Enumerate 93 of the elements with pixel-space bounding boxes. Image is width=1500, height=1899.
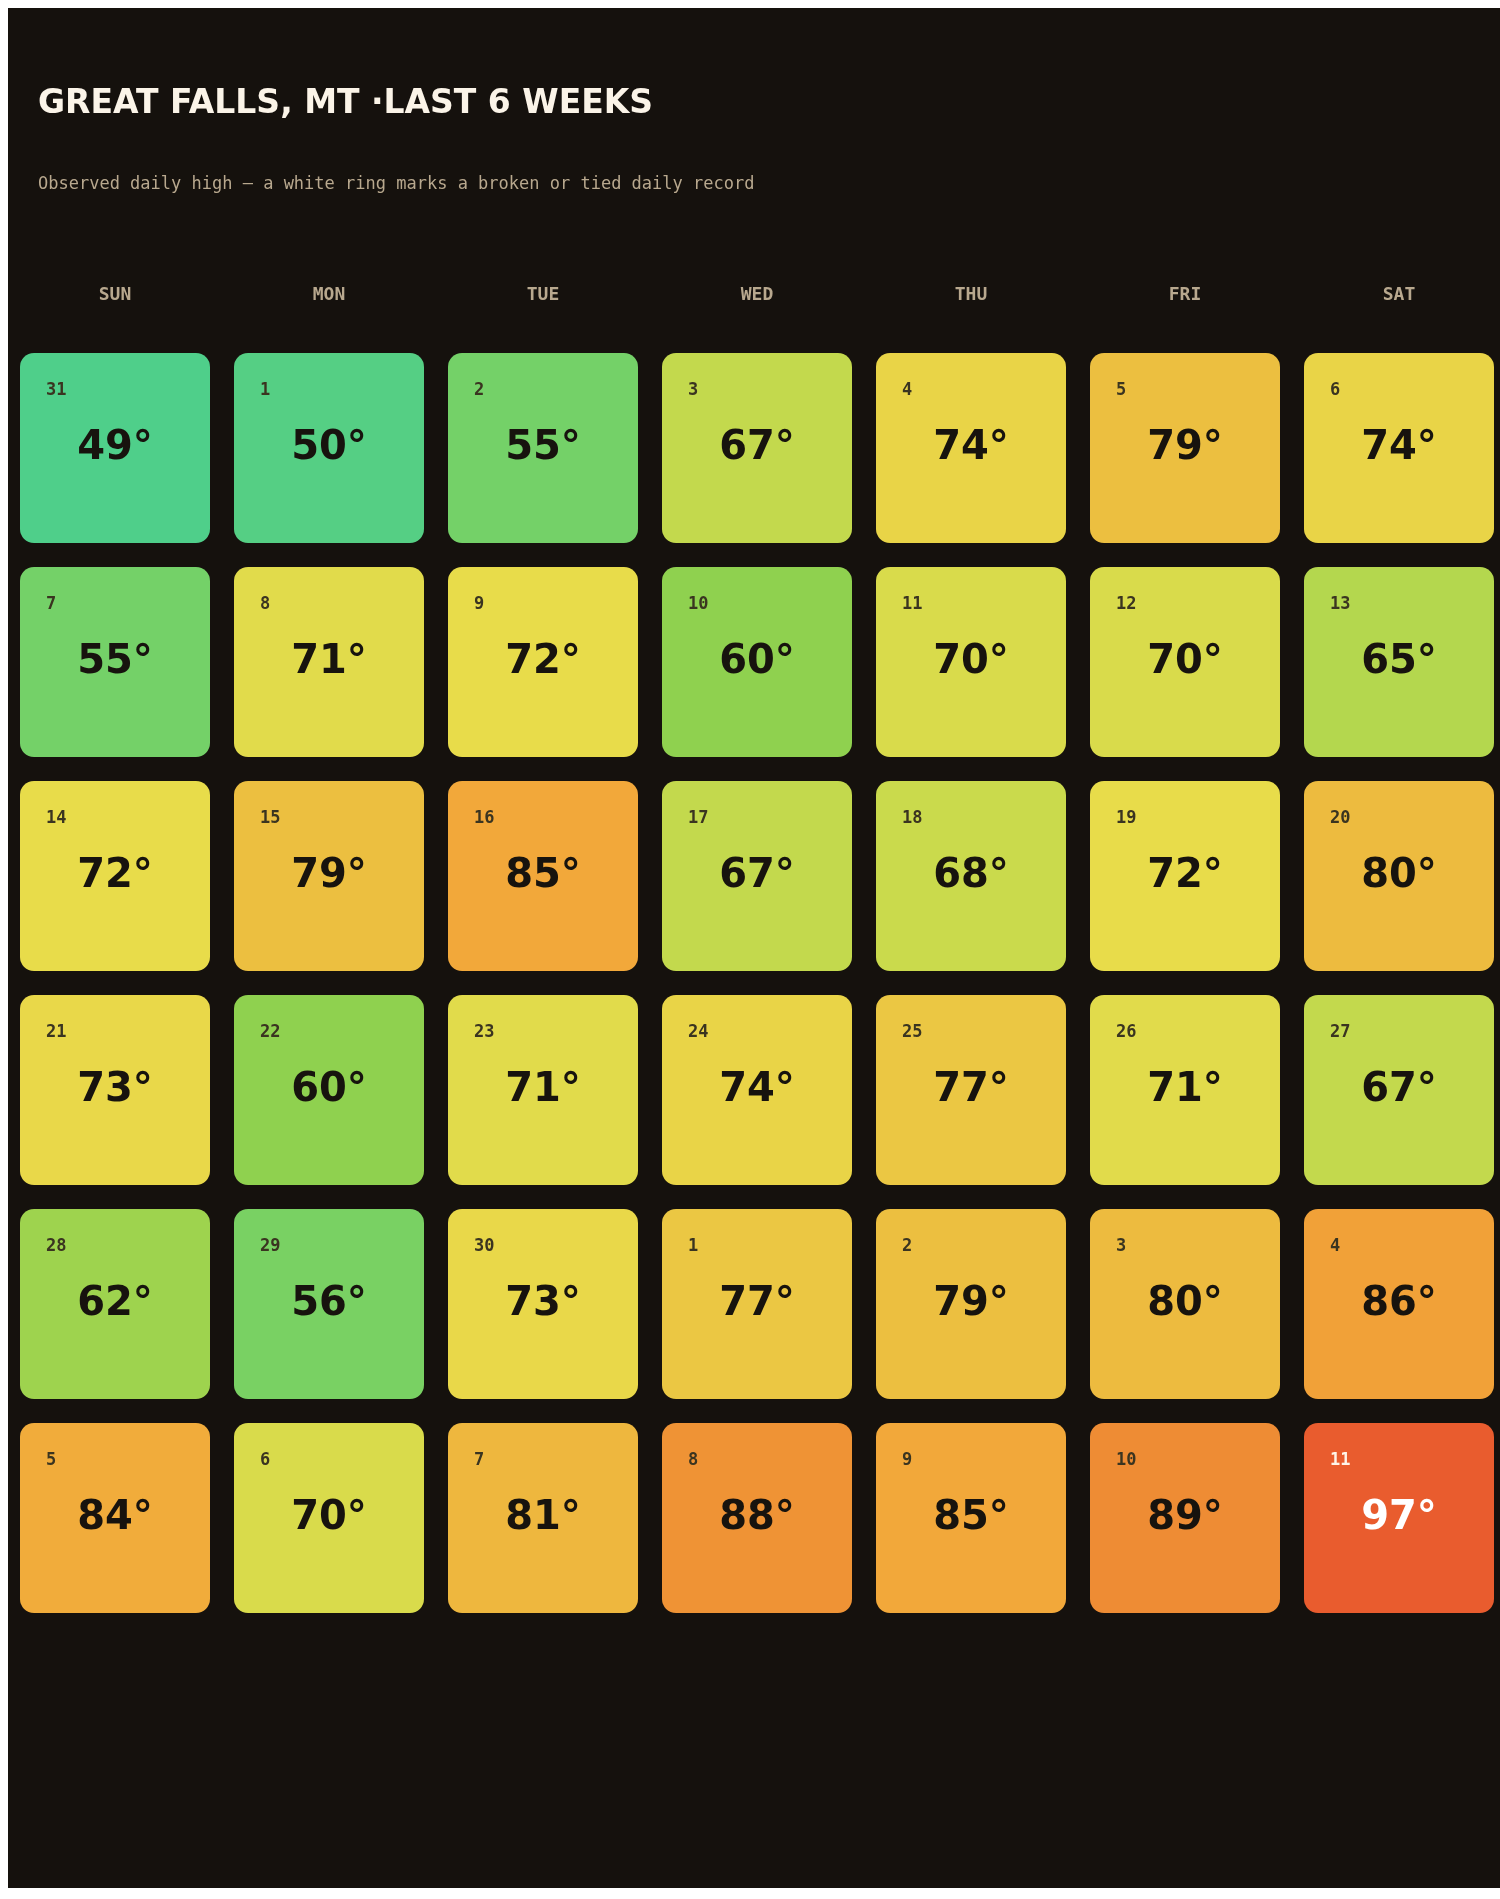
data-label: 79° [291, 850, 367, 896]
annotation: 25 [902, 1021, 923, 1041]
data-label: 74° [719, 1064, 795, 1110]
annotation: 18 [902, 807, 923, 827]
x-tick-label: MON [312, 283, 346, 304]
annotation: 29 [260, 1235, 281, 1255]
annotation: 12 [1116, 593, 1137, 613]
data-label: 72° [505, 636, 581, 682]
annotation: 16 [474, 807, 495, 827]
annotation: 27 [1330, 1021, 1351, 1041]
annotation: 10 [688, 593, 709, 613]
annotation: 10 [1116, 1449, 1137, 1469]
data-label: 60° [291, 1064, 367, 1110]
data-label: 80° [1147, 1278, 1223, 1324]
data-label: 70° [933, 636, 1009, 682]
data-label: 67° [719, 422, 795, 468]
annotation: 4 [1330, 1235, 1341, 1255]
data-label: 80° [1361, 850, 1437, 896]
annotation: 19 [1116, 807, 1137, 827]
chart-title: GREAT FALLS, MT ·LAST 6 WEEKS [38, 82, 654, 121]
annotation: 9 [474, 593, 485, 613]
annotation: 8 [260, 593, 271, 613]
data-label: 72° [1147, 850, 1223, 896]
data-label: 84° [77, 1492, 153, 1538]
data-label: 79° [933, 1278, 1009, 1324]
annotation: 21 [46, 1021, 67, 1041]
data-label: 97° [1361, 1492, 1437, 1538]
data-label: 65° [1361, 636, 1437, 682]
annotation: 1 [260, 379, 271, 399]
chart-subtitle: Observed daily high — a white ring marks a broken or tied daily record [38, 173, 755, 193]
data-label: 67° [719, 850, 795, 896]
data-label: 55° [77, 636, 153, 682]
annotation: 1 [688, 1235, 699, 1255]
data-label: 88° [719, 1492, 795, 1538]
data-label: 85° [933, 1492, 1009, 1538]
data-label: 73° [505, 1278, 581, 1324]
annotation: 8 [688, 1449, 699, 1469]
data-label: 71° [291, 636, 367, 682]
data-label: 89° [1147, 1492, 1223, 1538]
annotation: 5 [1116, 379, 1127, 399]
data-label: 56° [291, 1278, 367, 1324]
data-label: 74° [1361, 422, 1437, 468]
data-label: 73° [77, 1064, 153, 1110]
data-label: 70° [1147, 636, 1223, 682]
annotation: 31 [46, 379, 67, 399]
data-label: 77° [933, 1064, 1009, 1110]
annotation: 23 [474, 1021, 495, 1041]
annotation: 20 [1330, 807, 1351, 827]
data-label: 68° [933, 850, 1009, 896]
x-tick-label: SUN [98, 283, 132, 304]
annotation: 7 [474, 1449, 485, 1469]
annotation: 28 [46, 1235, 67, 1255]
data-label: 70° [291, 1492, 367, 1538]
annotation: 11 [1330, 1449, 1351, 1469]
data-label: 86° [1361, 1278, 1437, 1324]
data-label: 71° [505, 1064, 581, 1110]
x-tick-label: TUE [526, 283, 560, 304]
annotation: 11 [902, 593, 923, 613]
data-label: 60° [719, 636, 795, 682]
annotation: 7 [46, 593, 57, 613]
x-tick-label: THU [954, 283, 988, 304]
data-label: 85° [505, 850, 581, 896]
data-label: 62° [77, 1278, 153, 1324]
annotation: 5 [46, 1449, 57, 1469]
annotation: 30 [474, 1235, 495, 1255]
x-tick-label: WED [740, 283, 774, 304]
annotation: 15 [260, 807, 281, 827]
annotation: 2 [474, 379, 485, 399]
annotation: 24 [688, 1021, 709, 1041]
x-tick-label: FRI [1168, 283, 1202, 304]
data-label: 55° [505, 422, 581, 468]
annotation: 22 [260, 1021, 281, 1041]
data-label: 72° [77, 850, 153, 896]
data-label: 67° [1361, 1064, 1437, 1110]
x-tick-label: SAT [1382, 283, 1416, 304]
data-label: 71° [1147, 1064, 1223, 1110]
annotation: 14 [46, 807, 67, 827]
annotation: 26 [1116, 1021, 1137, 1041]
annotation: 9 [902, 1449, 913, 1469]
data-label: 81° [505, 1492, 581, 1538]
annotation: 4 [902, 379, 913, 399]
data-label: 77° [719, 1278, 795, 1324]
annotation: 13 [1330, 593, 1351, 613]
annotation: 6 [1330, 379, 1341, 399]
annotation: 3 [688, 379, 699, 399]
annotation: 3 [1116, 1235, 1127, 1255]
annotation: 6 [260, 1449, 271, 1469]
data-label: 49° [77, 422, 153, 468]
annotation: 2 [902, 1235, 913, 1255]
data-label: 74° [933, 422, 1009, 468]
data-label: 79° [1147, 422, 1223, 468]
annotation: 17 [688, 807, 709, 827]
data-label: 50° [291, 422, 367, 468]
